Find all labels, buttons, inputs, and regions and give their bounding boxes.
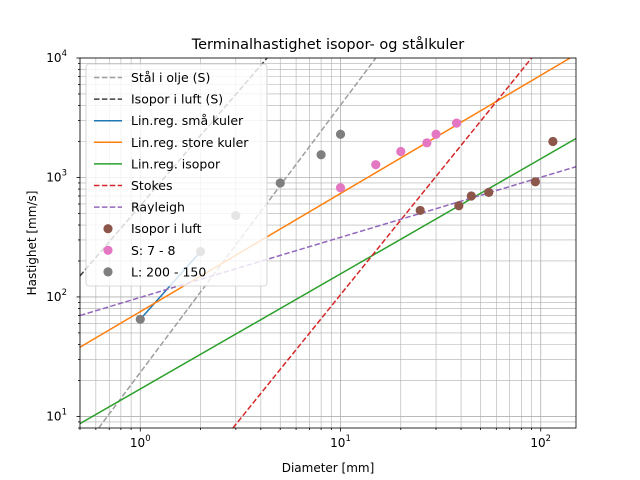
data-point	[548, 136, 558, 147]
data-point	[335, 129, 346, 139]
series-line	[80, 165, 576, 317]
y-tick-label: 103	[46, 168, 67, 184]
data-point	[466, 191, 476, 201]
legend-marker-swatch	[103, 267, 113, 277]
data-point	[415, 205, 425, 216]
legend-label: Stål i olje (S)	[131, 70, 210, 85]
data-point	[422, 138, 432, 148]
x-axis-label: Diameter [mm]	[282, 461, 375, 475]
legend-label: Lin.reg. små kuler	[131, 113, 244, 128]
legend-label: Isopor i luft	[131, 221, 202, 236]
legend: Stål i olje (S) Isopor i luft (S) Lin.reg.…	[85, 63, 268, 287]
data-point	[135, 314, 145, 324]
data-point	[275, 178, 285, 188]
x-tick-label: 101	[330, 434, 351, 450]
legend-box	[85, 63, 268, 287]
legend-label: Lin.reg. store kuler	[131, 135, 249, 150]
ticks-layer: 100 101 102 101 102 103 104	[46, 49, 551, 450]
data-point	[530, 177, 540, 187]
data-point	[371, 160, 381, 170]
series-line	[80, 58, 572, 348]
data-point	[431, 129, 441, 139]
x-tick-label: 102	[530, 434, 551, 450]
data-point	[451, 118, 462, 128]
series-line	[232, 58, 533, 428]
legend-label: L: 200 - 150	[131, 264, 206, 279]
legend-marker-swatch	[103, 245, 113, 255]
legend-label: Lin.reg. isopor	[131, 156, 221, 171]
x-tick-label: 100	[130, 434, 151, 450]
axes-frame	[79, 57, 577, 429]
y-tick-label: 102	[46, 288, 67, 304]
chart-title: Terminalhastighet isopor- og stålkuler	[191, 36, 465, 53]
y-tick-label: 104	[46, 49, 67, 65]
data-point	[316, 150, 326, 160]
y-axis-label: Hastighet [mm/s]	[25, 191, 39, 296]
data-point	[396, 146, 406, 157]
legend-marker-swatch	[103, 224, 113, 234]
data-point	[454, 201, 464, 211]
series-line	[80, 137, 576, 425]
legend-label: Isopor i luft (S)	[131, 92, 223, 107]
y-tick-label: 101	[46, 407, 67, 423]
legend-label: Rayleigh	[131, 200, 185, 215]
legend-label: S: 7 - 8	[131, 243, 176, 258]
data-point	[484, 187, 494, 198]
data-point	[335, 183, 346, 193]
legend-label: Stokes	[131, 178, 172, 193]
